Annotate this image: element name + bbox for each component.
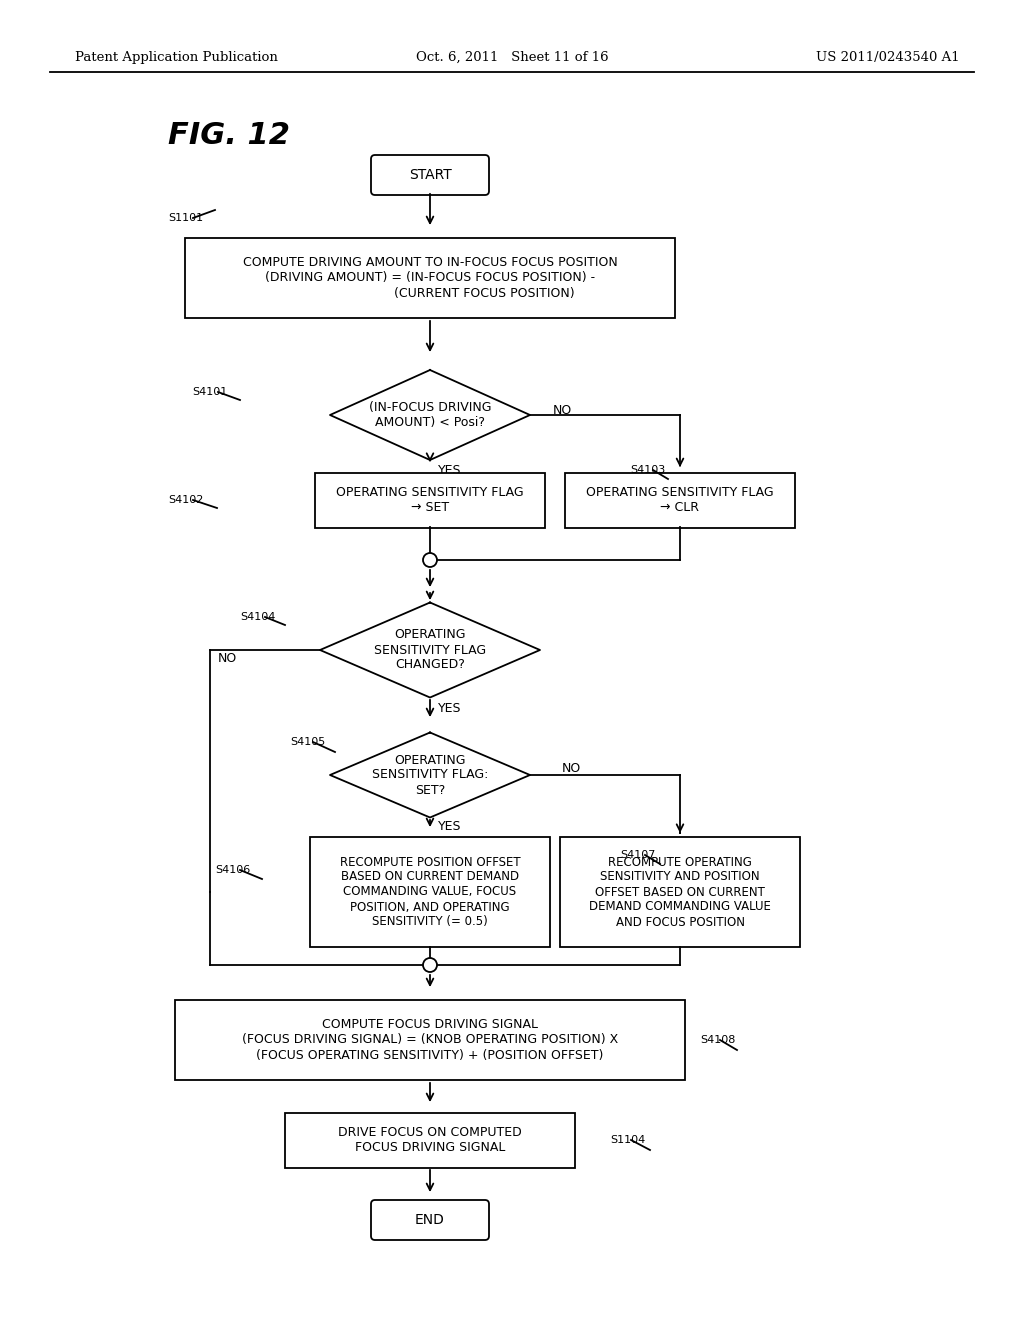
Text: S1101: S1101 — [168, 213, 203, 223]
Text: Patent Application Publication: Patent Application Publication — [75, 50, 278, 63]
FancyBboxPatch shape — [565, 473, 795, 528]
FancyBboxPatch shape — [560, 837, 800, 946]
Circle shape — [423, 958, 437, 972]
Text: OPERATING
SENSITIVITY FLAG:
SET?: OPERATING SENSITIVITY FLAG: SET? — [372, 754, 488, 796]
Text: DRIVE FOCUS ON COMPUTED
FOCUS DRIVING SIGNAL: DRIVE FOCUS ON COMPUTED FOCUS DRIVING SI… — [338, 1126, 522, 1154]
Text: OPERATING SENSITIVITY FLAG
→ CLR: OPERATING SENSITIVITY FLAG → CLR — [586, 486, 774, 513]
Text: US 2011/0243540 A1: US 2011/0243540 A1 — [816, 50, 961, 63]
FancyBboxPatch shape — [371, 154, 489, 195]
Text: NO: NO — [562, 762, 582, 775]
Text: NO: NO — [553, 404, 572, 417]
FancyBboxPatch shape — [285, 1113, 575, 1167]
FancyBboxPatch shape — [371, 1200, 489, 1239]
FancyBboxPatch shape — [185, 238, 675, 318]
FancyBboxPatch shape — [310, 837, 550, 946]
Text: RECOMPUTE OPERATING
SENSITIVITY AND POSITION
OFFSET BASED ON CURRENT
DEMAND COMM: RECOMPUTE OPERATING SENSITIVITY AND POSI… — [589, 855, 771, 928]
Polygon shape — [330, 370, 530, 459]
Text: S4106: S4106 — [215, 865, 250, 875]
Polygon shape — [330, 733, 530, 817]
Text: S4101: S4101 — [193, 387, 227, 397]
Text: S4103: S4103 — [630, 465, 666, 475]
Text: Oct. 6, 2011   Sheet 11 of 16: Oct. 6, 2011 Sheet 11 of 16 — [416, 50, 608, 63]
Circle shape — [423, 553, 437, 568]
Text: S4104: S4104 — [240, 612, 275, 622]
Text: RECOMPUTE POSITION OFFSET
BASED ON CURRENT DEMAND
COMMANDING VALUE, FOCUS
POSITI: RECOMPUTE POSITION OFFSET BASED ON CURRE… — [340, 855, 520, 928]
Text: S1104: S1104 — [610, 1135, 645, 1144]
Text: START: START — [409, 168, 452, 182]
Text: OPERATING SENSITIVITY FLAG
→ SET: OPERATING SENSITIVITY FLAG → SET — [336, 486, 524, 513]
Text: (IN-FOCUS DRIVING
AMOUNT) < Posi?: (IN-FOCUS DRIVING AMOUNT) < Posi? — [369, 401, 492, 429]
Text: OPERATING
SENSITIVITY FLAG
CHANGED?: OPERATING SENSITIVITY FLAG CHANGED? — [374, 628, 486, 672]
Text: COMPUTE FOCUS DRIVING SIGNAL
(FOCUS DRIVING SIGNAL) = (KNOB OPERATING POSITION) : COMPUTE FOCUS DRIVING SIGNAL (FOCUS DRIV… — [242, 1019, 618, 1061]
FancyBboxPatch shape — [315, 473, 545, 528]
Text: NO: NO — [218, 652, 237, 664]
Text: YES: YES — [438, 821, 462, 833]
FancyBboxPatch shape — [175, 1001, 685, 1080]
Text: S4107: S4107 — [620, 850, 655, 861]
Text: FIG. 12: FIG. 12 — [168, 120, 290, 149]
Text: S4108: S4108 — [700, 1035, 735, 1045]
Text: S4102: S4102 — [168, 495, 204, 506]
Text: S4105: S4105 — [290, 737, 326, 747]
Text: COMPUTE DRIVING AMOUNT TO IN-FOCUS FOCUS POSITION
(DRIVING AMOUNT) = (IN-FOCUS F: COMPUTE DRIVING AMOUNT TO IN-FOCUS FOCUS… — [243, 256, 617, 300]
Text: END: END — [415, 1213, 445, 1228]
Polygon shape — [319, 602, 540, 697]
Text: YES: YES — [438, 463, 462, 477]
Text: YES: YES — [438, 701, 462, 714]
